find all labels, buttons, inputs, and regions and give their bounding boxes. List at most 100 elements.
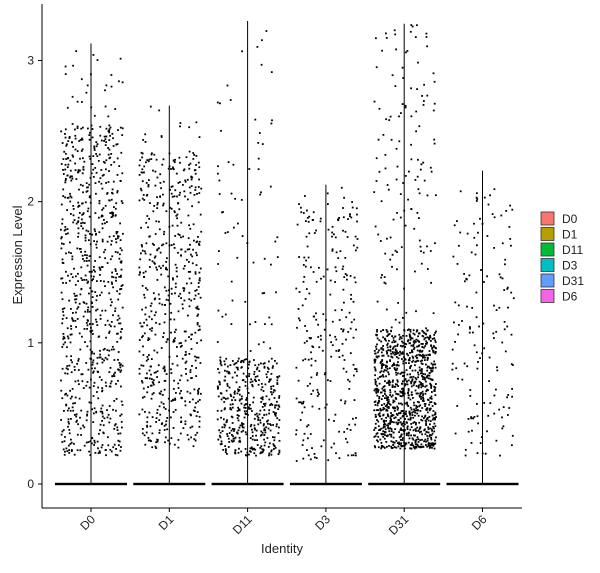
point — [255, 429, 258, 432]
point — [162, 264, 164, 267]
point — [167, 299, 170, 302]
point — [382, 435, 385, 438]
point — [88, 195, 91, 198]
point — [429, 250, 432, 252]
point — [65, 317, 68, 319]
point — [164, 436, 167, 439]
point — [421, 433, 423, 436]
point — [66, 346, 68, 349]
point — [117, 432, 120, 435]
point — [70, 308, 72, 310]
point — [62, 343, 65, 346]
point — [110, 240, 113, 242]
point — [110, 281, 113, 284]
point — [377, 351, 379, 354]
point — [234, 452, 236, 454]
point — [483, 402, 486, 404]
point — [400, 433, 403, 436]
point — [463, 362, 466, 365]
point — [422, 161, 425, 164]
point — [411, 361, 414, 363]
jitter-points-D0 — [60, 50, 124, 457]
point — [163, 366, 166, 369]
point — [476, 403, 478, 405]
point — [424, 373, 427, 376]
point — [72, 221, 75, 224]
point — [398, 321, 401, 324]
point — [260, 382, 263, 385]
point — [197, 282, 200, 284]
point — [303, 276, 306, 278]
point — [165, 210, 168, 213]
point — [274, 447, 277, 449]
point — [422, 378, 424, 380]
point — [87, 186, 89, 189]
point — [375, 389, 378, 392]
point — [310, 376, 313, 379]
point — [250, 446, 253, 449]
point — [338, 319, 341, 321]
point — [392, 414, 395, 417]
point — [426, 94, 429, 97]
point — [98, 200, 101, 202]
point — [261, 143, 264, 145]
point — [148, 235, 151, 238]
point — [176, 346, 178, 348]
point — [244, 431, 247, 434]
point — [392, 336, 395, 339]
point — [305, 288, 308, 290]
point — [158, 298, 161, 300]
point — [374, 378, 377, 381]
point — [320, 338, 322, 341]
point — [305, 259, 307, 262]
point — [498, 273, 501, 276]
point — [178, 156, 181, 159]
point — [415, 409, 418, 412]
point — [65, 270, 67, 273]
point — [413, 382, 416, 385]
point — [382, 430, 385, 433]
point — [96, 59, 99, 61]
point — [92, 421, 95, 423]
point — [115, 232, 118, 235]
point — [425, 424, 427, 426]
point — [461, 320, 463, 322]
point — [396, 251, 398, 253]
point — [191, 205, 193, 208]
point — [97, 160, 100, 162]
point — [111, 215, 114, 218]
x-tick-label-D0: D0 — [77, 512, 98, 533]
point — [374, 381, 377, 384]
point — [71, 395, 73, 398]
point — [425, 444, 427, 446]
point — [260, 401, 263, 403]
point — [181, 357, 184, 360]
point — [149, 384, 152, 387]
point — [402, 341, 405, 344]
point — [501, 427, 504, 430]
point — [120, 268, 123, 271]
point — [373, 191, 376, 193]
point — [228, 432, 231, 434]
point — [180, 374, 183, 377]
point — [216, 341, 219, 343]
point — [74, 169, 77, 172]
point — [377, 138, 380, 141]
point — [177, 310, 180, 313]
point — [426, 336, 429, 339]
point — [356, 220, 358, 223]
point — [176, 224, 179, 227]
point — [180, 344, 183, 347]
point — [388, 339, 390, 342]
point — [417, 335, 419, 338]
point — [302, 212, 305, 214]
point — [395, 356, 398, 358]
point — [251, 385, 254, 388]
point — [233, 430, 235, 432]
point — [107, 181, 110, 183]
point — [376, 439, 378, 442]
point — [415, 446, 418, 449]
point — [122, 232, 124, 235]
point — [425, 440, 427, 443]
point — [251, 384, 254, 386]
